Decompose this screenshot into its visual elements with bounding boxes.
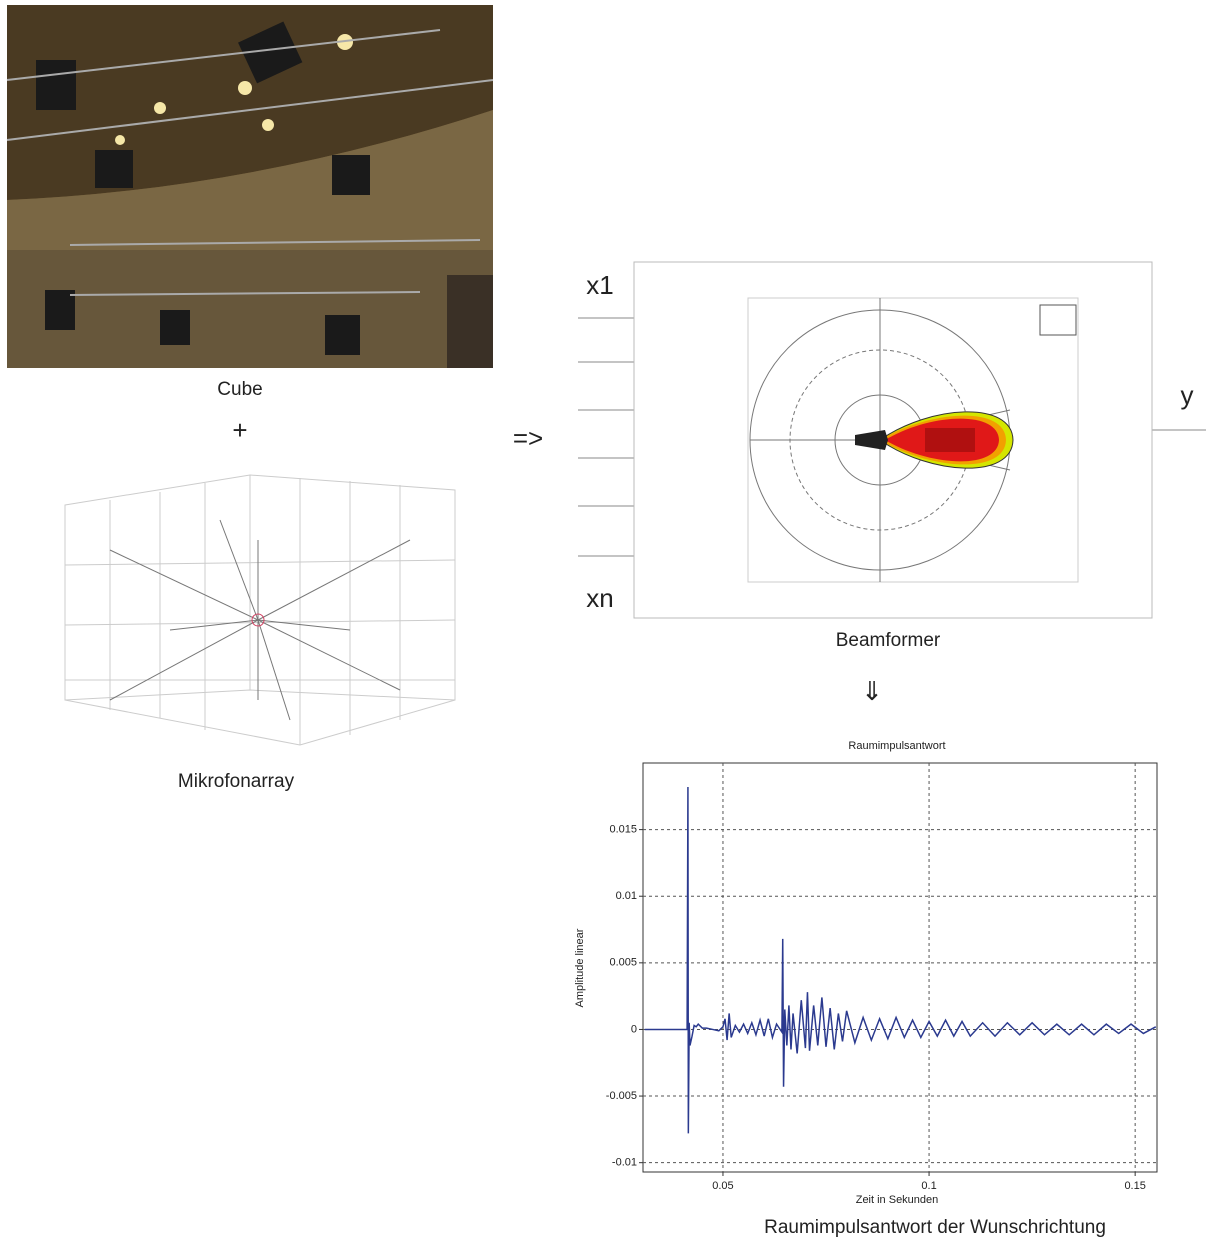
input-label: x1	[586, 270, 613, 300]
implies-arrow: =>	[513, 423, 543, 453]
y-axis-label: Amplitude linear	[574, 928, 586, 1007]
y-tick-label: -0.01	[612, 1157, 637, 1169]
y-tick-label: -0.005	[606, 1090, 637, 1102]
array-label: Mikrofonarray	[178, 771, 295, 792]
y-tick-label: 0.005	[609, 957, 637, 969]
polar-plot	[747, 297, 1079, 583]
x-tick-label: 0.15	[1124, 1180, 1145, 1192]
array-plot	[64, 474, 456, 746]
y-tick-label: 0	[631, 1023, 637, 1035]
y-tick-label: 0.01	[616, 890, 637, 902]
cube-photo	[6, 5, 494, 368]
beamformer-label: Beamformer	[836, 630, 941, 651]
data-line	[644, 786, 1157, 1134]
x-tick-label: 0.1	[921, 1180, 936, 1192]
cube-label: Cube	[217, 379, 262, 400]
caption: Raumimpulsantwort der Wunschrichtung	[764, 1217, 1106, 1238]
y-tick-label: 0.015	[609, 824, 637, 836]
output-label: y	[1181, 380, 1194, 410]
x-axis-label: Zeit in Sekunden	[856, 1194, 939, 1206]
x-tick-label: 0.05	[712, 1180, 733, 1192]
plot-area	[642, 762, 1158, 1173]
input-label: xn	[586, 583, 613, 613]
input-lines	[578, 317, 1206, 557]
plus-sign: +	[232, 415, 247, 445]
chart-title: Raumimpulsantwort	[848, 740, 945, 752]
down-arrow: ⇓	[861, 676, 883, 706]
